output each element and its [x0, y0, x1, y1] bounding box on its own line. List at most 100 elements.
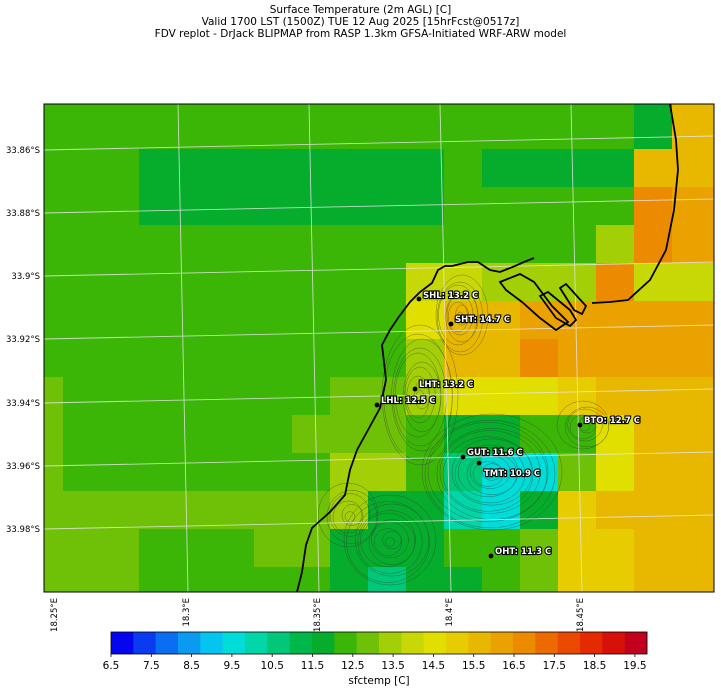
grid-cell	[672, 263, 714, 302]
colorbar-swatch	[178, 632, 201, 654]
colorbar-swatch	[267, 632, 290, 654]
grid-cell	[101, 225, 140, 264]
grid-cell	[520, 187, 559, 226]
terrain-contours	[317, 274, 610, 586]
terrain-contour	[469, 455, 511, 489]
colorbar-frame	[110, 631, 648, 655]
grid-cell	[177, 377, 217, 416]
grid-cell	[292, 111, 331, 150]
plot-title-line1: Surface Temperature (2m AGL) [C]	[269, 4, 452, 16]
plot-title-line2: Valid 1700 LST (1500Z) TUE 12 Aug 2025 […	[201, 16, 520, 28]
grid-cell	[634, 339, 673, 378]
lon-tick-label: 18.45°E	[576, 598, 586, 632]
station-dot	[476, 460, 482, 466]
grid-cell	[406, 225, 445, 264]
colorbar-swatch	[222, 632, 246, 654]
grid-cell	[406, 104, 445, 112]
grid-cell	[254, 453, 293, 492]
lat-tick-label: 33.94°S	[6, 399, 40, 409]
grid-cell	[292, 149, 331, 188]
grid-cell	[482, 225, 521, 264]
lon-tick-label: 18.3°E	[182, 598, 192, 627]
grid-cell	[254, 187, 293, 226]
grid-cell	[101, 377, 140, 416]
grid-cell	[63, 225, 102, 264]
grid-cell	[44, 301, 64, 340]
grid-cell	[520, 567, 559, 592]
grid-cell	[44, 567, 64, 592]
grid-cell	[101, 111, 140, 150]
station-label: SHL: 13.2 C	[423, 291, 478, 301]
grid-cell	[368, 111, 407, 150]
terrain-contour	[360, 512, 416, 568]
grid-cell	[368, 225, 407, 264]
grid-cell	[177, 149, 217, 188]
grid-cell	[44, 111, 64, 150]
lat-tick-label: 33.98°S	[6, 525, 40, 535]
grid-cell	[63, 567, 102, 592]
grid-cell	[482, 567, 521, 592]
grid-cell	[139, 453, 178, 492]
grid-cell	[254, 263, 293, 302]
lon-tick-label: 18.25°E	[50, 598, 60, 632]
colorbar-swatch	[289, 632, 313, 654]
grid-cell	[672, 111, 714, 150]
longitude-labels: 18.25°E 18.3°E 18.35°E 18.4°E 18.45°E	[50, 598, 586, 632]
terrain-contour	[415, 389, 425, 405]
grid-cell	[216, 104, 255, 112]
terrain-contour	[445, 291, 479, 343]
grid-cell	[216, 149, 255, 188]
grid-cell	[330, 225, 369, 264]
grid-cell	[44, 529, 64, 568]
grid-cell	[63, 111, 102, 150]
station-dot	[412, 386, 418, 392]
colorbar: 6.5 7.5 8.5 9.5 10.5 11.5 12.5 13.5 14.5 15.5 16.5…	[103, 631, 648, 687]
grid-cell	[672, 529, 714, 568]
terrain-contour	[343, 494, 437, 586]
station-dot	[416, 296, 422, 302]
grid-cell	[520, 453, 559, 492]
grid-cell	[330, 149, 369, 188]
grid-cell	[406, 377, 445, 416]
colorbar-tick-label: 17.5	[543, 660, 566, 672]
grid-cell	[672, 104, 714, 112]
grid-cell	[634, 567, 673, 592]
colorbar-tick-label: 18.5	[583, 660, 606, 672]
grid-cell	[634, 111, 673, 150]
grid-cell	[596, 529, 635, 568]
terrain-contour	[484, 469, 496, 479]
station-label: TMT: 10.9 C	[484, 469, 540, 479]
colorbar-swatch	[312, 632, 335, 654]
grid-cell	[216, 453, 255, 492]
grid-cell	[596, 567, 635, 592]
terrain-contour	[373, 528, 403, 556]
terrain-contour	[341, 504, 363, 526]
grid-cell	[368, 567, 407, 592]
grid-cell	[596, 187, 635, 226]
graticule	[44, 104, 714, 592]
terrain-contour	[472, 461, 504, 487]
station-dot	[488, 553, 494, 559]
grid-cell	[216, 301, 255, 340]
grid-cell	[139, 111, 178, 150]
grid-cell	[482, 529, 521, 568]
grid-cell	[139, 225, 178, 264]
terrain-contour	[326, 490, 378, 544]
grid-cell	[520, 339, 559, 378]
grid-cell	[177, 111, 217, 150]
grid-cell	[482, 377, 521, 416]
grid-cell	[596, 149, 635, 188]
grid-cell	[139, 104, 178, 112]
terrain-contour	[455, 304, 469, 326]
colorbar-swatch	[356, 632, 380, 654]
station-markers: SHL: 13.2 C SHT: 14.7 C LHT: 13.2 C LHL: 12…	[374, 290, 641, 559]
grid-cell	[482, 149, 521, 188]
grid-cell	[216, 567, 255, 592]
colorbar-tick-label: 14.5	[422, 660, 445, 672]
colorbar-swatch	[468, 632, 491, 654]
grid-cell	[444, 339, 483, 378]
grid-cell	[520, 225, 559, 264]
station-dot	[460, 454, 466, 460]
colorbar-tick-label: 11.5	[301, 660, 324, 672]
terrain-contour	[456, 311, 464, 323]
